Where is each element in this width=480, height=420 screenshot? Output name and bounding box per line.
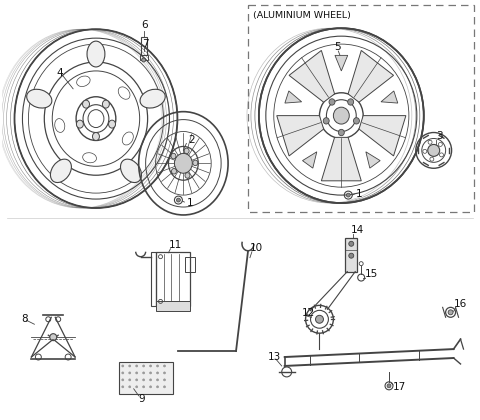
Ellipse shape <box>185 173 190 178</box>
Bar <box>119 362 173 394</box>
Polygon shape <box>277 116 324 156</box>
Circle shape <box>136 372 138 374</box>
Circle shape <box>156 365 158 367</box>
Bar <box>141 37 146 55</box>
Circle shape <box>387 384 391 388</box>
Ellipse shape <box>87 41 105 67</box>
Ellipse shape <box>171 168 177 174</box>
Circle shape <box>142 58 145 62</box>
Bar <box>248 5 474 212</box>
Text: 13: 13 <box>268 352 281 362</box>
Circle shape <box>150 386 152 388</box>
Circle shape <box>136 386 138 388</box>
Circle shape <box>143 365 144 367</box>
Circle shape <box>315 315 324 323</box>
Circle shape <box>448 310 453 315</box>
Bar <box>151 252 156 306</box>
Ellipse shape <box>334 107 349 124</box>
Text: 6: 6 <box>142 20 148 30</box>
Text: 1: 1 <box>356 189 363 199</box>
Circle shape <box>143 379 144 381</box>
Bar <box>156 302 191 311</box>
Bar <box>140 55 148 60</box>
Ellipse shape <box>323 118 329 124</box>
Text: 12: 12 <box>301 308 315 318</box>
Ellipse shape <box>348 99 354 105</box>
Circle shape <box>150 379 152 381</box>
Circle shape <box>129 372 131 374</box>
Text: 9: 9 <box>139 394 145 404</box>
Ellipse shape <box>93 133 99 140</box>
Ellipse shape <box>140 89 165 108</box>
Circle shape <box>150 372 152 374</box>
Polygon shape <box>289 50 335 102</box>
Circle shape <box>346 193 350 197</box>
Ellipse shape <box>353 118 360 124</box>
Text: 1: 1 <box>186 198 193 208</box>
Text: 3: 3 <box>436 131 443 142</box>
Ellipse shape <box>102 100 109 108</box>
Circle shape <box>136 379 138 381</box>
Text: 7: 7 <box>142 39 148 49</box>
Circle shape <box>129 386 131 388</box>
Text: 14: 14 <box>351 225 364 235</box>
Circle shape <box>177 198 180 202</box>
Ellipse shape <box>193 160 198 165</box>
Circle shape <box>156 372 158 374</box>
Polygon shape <box>302 152 317 168</box>
Circle shape <box>50 333 57 341</box>
Circle shape <box>164 365 166 367</box>
Circle shape <box>156 386 158 388</box>
Polygon shape <box>359 116 406 156</box>
Circle shape <box>349 241 354 246</box>
Text: 2: 2 <box>188 136 195 145</box>
Circle shape <box>428 144 440 156</box>
Polygon shape <box>381 91 398 103</box>
Circle shape <box>143 386 144 388</box>
Ellipse shape <box>76 120 84 128</box>
Circle shape <box>164 386 166 388</box>
Ellipse shape <box>174 153 192 173</box>
Text: 16: 16 <box>454 299 467 310</box>
Polygon shape <box>335 55 348 71</box>
Text: 17: 17 <box>393 382 406 392</box>
Ellipse shape <box>108 120 116 128</box>
Text: 11: 11 <box>168 240 182 250</box>
Circle shape <box>349 253 354 258</box>
Circle shape <box>129 379 131 381</box>
Ellipse shape <box>120 159 142 183</box>
Ellipse shape <box>50 159 72 183</box>
Circle shape <box>150 365 152 367</box>
Circle shape <box>164 379 166 381</box>
Circle shape <box>122 386 124 388</box>
Ellipse shape <box>27 89 52 108</box>
Text: (ALUMINIUM WHEEL): (ALUMINIUM WHEEL) <box>253 11 351 20</box>
Ellipse shape <box>83 100 89 108</box>
Bar <box>185 257 195 272</box>
Circle shape <box>129 365 131 367</box>
Bar <box>156 252 191 306</box>
Polygon shape <box>348 50 394 102</box>
Circle shape <box>122 372 124 374</box>
Text: 5: 5 <box>335 42 341 52</box>
Text: 15: 15 <box>365 268 378 278</box>
Ellipse shape <box>171 153 176 159</box>
Ellipse shape <box>184 148 189 154</box>
Circle shape <box>143 372 144 374</box>
Text: 4: 4 <box>56 68 63 78</box>
Polygon shape <box>322 137 361 181</box>
Ellipse shape <box>338 129 344 136</box>
Polygon shape <box>285 91 301 103</box>
Text: 10: 10 <box>250 243 263 253</box>
Bar <box>345 238 357 272</box>
Polygon shape <box>366 152 380 168</box>
Circle shape <box>136 365 138 367</box>
Ellipse shape <box>329 99 335 105</box>
Circle shape <box>156 379 158 381</box>
Circle shape <box>164 372 166 374</box>
Circle shape <box>122 365 124 367</box>
Circle shape <box>122 379 124 381</box>
Text: 8: 8 <box>22 314 28 324</box>
